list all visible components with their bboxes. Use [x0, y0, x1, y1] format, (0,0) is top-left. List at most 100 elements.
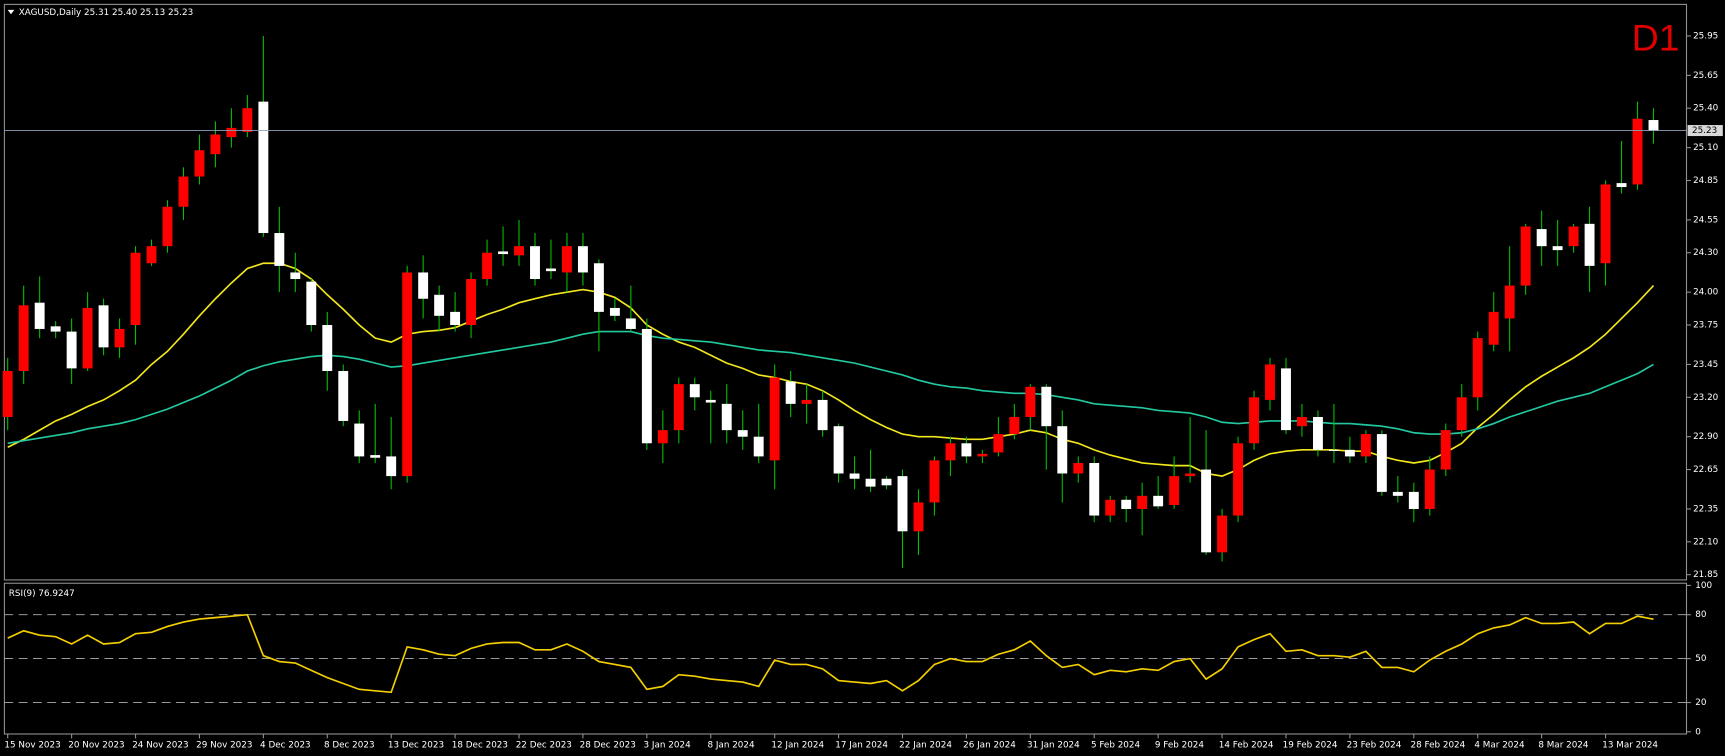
candle-body [561, 246, 572, 273]
candle-body [1137, 495, 1148, 509]
y-tick-label: 0 [1695, 727, 1701, 737]
rsi-header: RSI(9) 76.9247 [9, 589, 75, 599]
y-tick-label: 25.40 [1693, 104, 1719, 114]
candle-body [753, 436, 764, 457]
x-tick-label: 4 Mar 2024 [1474, 740, 1525, 750]
candle-body [274, 233, 285, 266]
last-open: 25.31 [84, 8, 109, 18]
rsi-last: 76.9247 [38, 589, 74, 599]
candle-body [194, 150, 205, 177]
candle-body [977, 453, 988, 457]
candle-body [1297, 416, 1307, 427]
candle-body [2, 371, 13, 417]
candle-body [1520, 226, 1531, 286]
x-tick-label: 28 Feb 2024 [1411, 740, 1466, 750]
candle-body [1121, 499, 1132, 509]
candle-body [1600, 184, 1611, 264]
candle-body [498, 251, 508, 255]
candle-body [1041, 386, 1052, 427]
candle-body [514, 246, 524, 256]
candle-body [1440, 430, 1451, 470]
candle-body [466, 279, 477, 326]
candle-body [1360, 434, 1371, 457]
candle-body [641, 328, 652, 444]
candle-body [1568, 226, 1579, 247]
x-tick-label: 22 Jan 2024 [899, 740, 952, 750]
candle-body [1632, 118, 1643, 185]
last-close: 25.23 [168, 8, 193, 18]
moving-average [7, 330, 1654, 445]
x-tick-label: 5 Feb 2024 [1091, 740, 1141, 750]
y-tick-label: 23.20 [1693, 393, 1719, 403]
candle-body [1552, 246, 1563, 251]
x-tick-label: 24 Nov 2023 [132, 740, 188, 750]
candle-body [50, 326, 61, 332]
candle-body [577, 246, 588, 273]
candle-body [450, 311, 461, 326]
timeframe-label: D1 [1632, 17, 1680, 59]
candle-body [1376, 434, 1387, 492]
candle-body [785, 381, 796, 404]
candle-body [1169, 476, 1180, 506]
candle-body [434, 294, 445, 316]
candle-body [1105, 499, 1116, 516]
y-tick-label: 21.85 [1693, 570, 1718, 580]
y-tick-label: 24.55 [1693, 215, 1718, 225]
candle-body [146, 246, 157, 264]
rsi-line [7, 613, 1654, 694]
candle-body [609, 307, 620, 316]
candle-body [354, 423, 365, 457]
y-tick-label: 22.90 [1693, 432, 1719, 442]
candle-body [1281, 368, 1291, 431]
candle-body [929, 460, 940, 503]
candle-body [418, 272, 429, 299]
candle-body [1073, 462, 1084, 474]
candle-body [1201, 469, 1212, 553]
last-low: 25.13 [140, 8, 165, 18]
candle-body [1153, 495, 1164, 507]
x-tick-label: 20 Nov 2023 [68, 740, 124, 750]
candle-body [737, 430, 748, 437]
candle-body [1328, 449, 1339, 451]
candle-body [769, 377, 780, 461]
candle-body [242, 108, 253, 132]
candle-body [1089, 462, 1100, 516]
candle-body [1265, 364, 1275, 400]
candle-body [1392, 491, 1403, 496]
candle-body [1472, 338, 1483, 398]
price-tag-box [1687, 125, 1723, 137]
symbol: XAGUSD,Daily [19, 8, 82, 18]
rsi-name: RSI(9) [9, 589, 36, 599]
x-tick-label: 8 Mar 2024 [1538, 740, 1589, 750]
y-tick-label: 23.75 [1693, 321, 1718, 331]
candle-body [18, 305, 29, 372]
x-tick-label: 8 Dec 2023 [324, 740, 375, 750]
candle-body [849, 473, 860, 479]
y-tick-label: 80 [1695, 610, 1707, 620]
menu-triangle[interactable] [7, 9, 15, 15]
x-tick-label: 26 Jan 2024 [963, 740, 1016, 750]
candle-body [833, 426, 844, 474]
x-tick-label: 23 Feb 2024 [1347, 740, 1402, 750]
candle-body [178, 176, 189, 207]
candle-body [1616, 183, 1627, 188]
y-tick-label: 24.85 [1693, 176, 1718, 186]
candle-body [1057, 426, 1068, 474]
y-tick-label: 24.30 [1693, 248, 1719, 258]
y-tick-label: 25.95 [1693, 31, 1718, 41]
candle-body [402, 272, 413, 477]
candle-body [1249, 397, 1259, 444]
x-tick-label: 12 Jan 2024 [771, 740, 824, 750]
y-tick-label: 24.00 [1693, 288, 1719, 298]
candle-body [1584, 223, 1595, 266]
candle-body [1217, 515, 1228, 553]
candle-body [82, 307, 93, 369]
candle-body [322, 325, 333, 372]
candle-body [114, 328, 125, 348]
y-tick-label: 25.65 [1693, 71, 1718, 81]
candle-body [673, 384, 684, 431]
x-tick-label: 9 Feb 2024 [1155, 740, 1205, 750]
candle-body [1344, 449, 1355, 457]
